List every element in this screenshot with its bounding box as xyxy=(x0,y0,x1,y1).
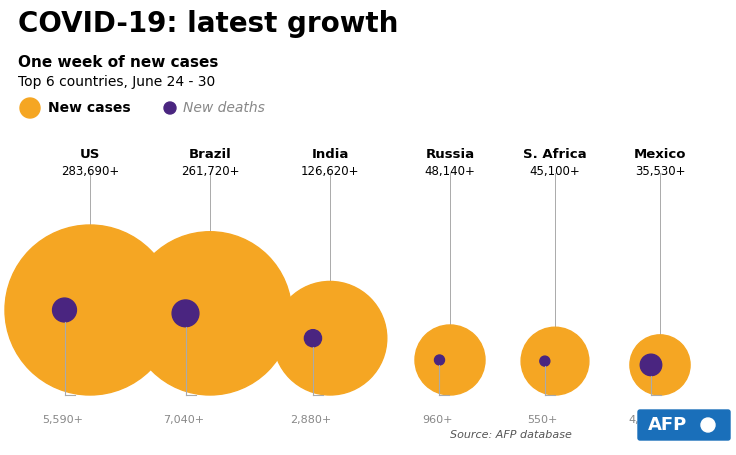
Circle shape xyxy=(305,330,322,347)
Text: S. Africa: S. Africa xyxy=(523,148,587,161)
Circle shape xyxy=(273,282,387,395)
Circle shape xyxy=(5,225,175,395)
Text: 550+: 550+ xyxy=(528,415,558,425)
Circle shape xyxy=(164,102,176,114)
Text: AFP: AFP xyxy=(648,416,687,434)
Text: 126,620+: 126,620+ xyxy=(301,165,359,178)
Text: 48,140+: 48,140+ xyxy=(425,165,475,178)
Text: Top 6 countries, June 24 - 30: Top 6 countries, June 24 - 30 xyxy=(18,75,215,89)
Circle shape xyxy=(539,356,550,366)
Text: New deaths: New deaths xyxy=(183,101,265,115)
Circle shape xyxy=(434,355,445,365)
Circle shape xyxy=(20,98,40,118)
Text: Russia: Russia xyxy=(425,148,475,161)
Circle shape xyxy=(701,418,715,432)
FancyBboxPatch shape xyxy=(638,410,730,440)
Text: Brazil: Brazil xyxy=(188,148,231,161)
Text: US: US xyxy=(79,148,100,161)
Text: 45,100+: 45,100+ xyxy=(530,165,581,178)
Text: 5,590+: 5,590+ xyxy=(42,415,83,425)
Circle shape xyxy=(695,412,721,438)
Circle shape xyxy=(415,325,485,395)
Circle shape xyxy=(128,232,291,395)
Circle shape xyxy=(521,327,589,395)
Circle shape xyxy=(630,335,690,395)
Text: Mexico: Mexico xyxy=(634,148,686,161)
Text: 4,530+: 4,530+ xyxy=(629,415,670,425)
Text: 283,690+: 283,690+ xyxy=(61,165,119,178)
Circle shape xyxy=(52,298,77,322)
Text: India: India xyxy=(311,148,349,161)
Text: 7,040+: 7,040+ xyxy=(163,415,204,425)
Text: Source: AFP database: Source: AFP database xyxy=(450,430,572,440)
Text: 35,530+: 35,530+ xyxy=(634,165,685,178)
Text: One week of new cases: One week of new cases xyxy=(18,55,219,70)
Text: 261,720+: 261,720+ xyxy=(181,165,239,178)
Text: 960+: 960+ xyxy=(422,415,453,425)
Circle shape xyxy=(172,300,199,327)
Text: 2,880+: 2,880+ xyxy=(290,415,332,425)
Text: New cases: New cases xyxy=(48,101,130,115)
Circle shape xyxy=(640,354,662,376)
Text: COVID-19: latest growth: COVID-19: latest growth xyxy=(18,10,398,38)
